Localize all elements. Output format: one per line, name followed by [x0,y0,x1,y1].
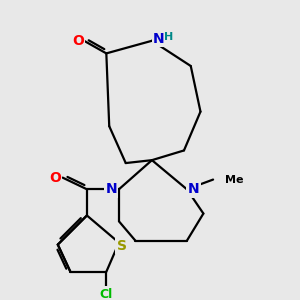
Text: S: S [117,238,127,253]
Text: N: N [188,182,200,196]
Text: O: O [72,34,84,48]
Text: Me: Me [225,175,243,184]
Text: N: N [153,32,164,46]
Text: H: H [164,32,173,42]
Text: Cl: Cl [100,288,113,300]
Text: N: N [105,182,117,196]
Text: O: O [49,171,61,184]
